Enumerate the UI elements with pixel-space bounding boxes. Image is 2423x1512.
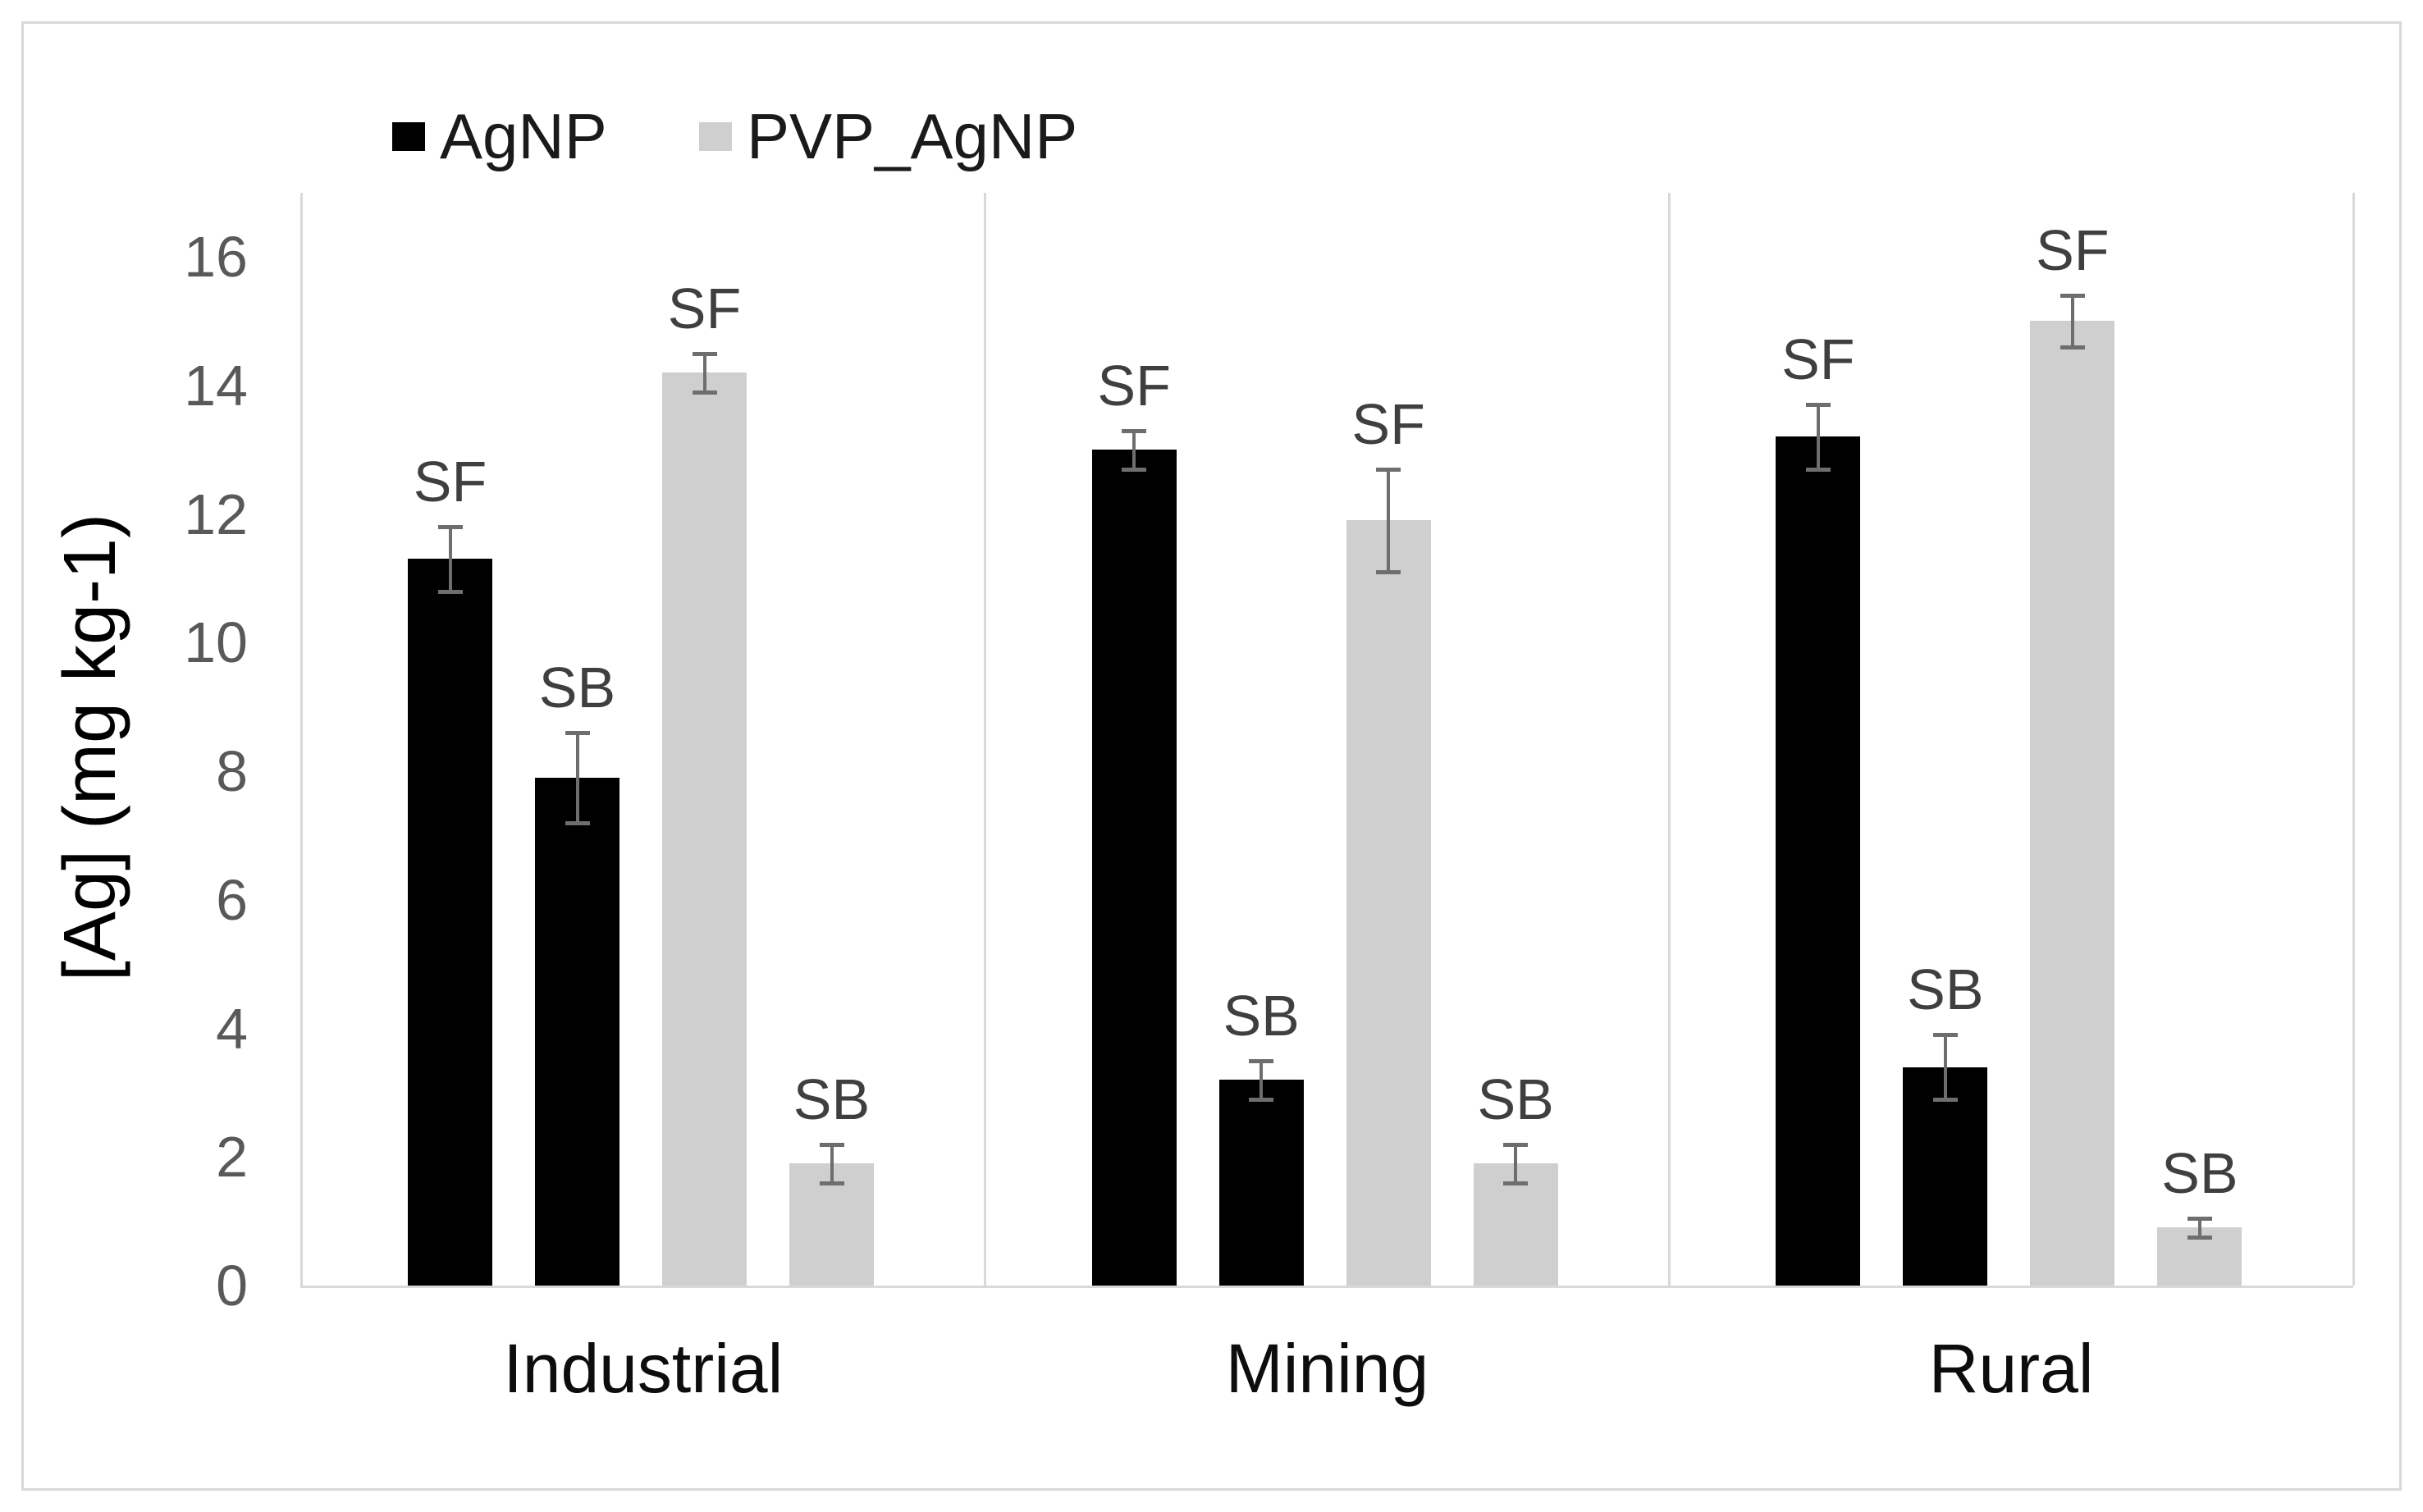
error-cap-top-rural-agnp-sf: [1805, 403, 1831, 408]
bar-sublabel-mining-agnp-sb: SB: [1223, 983, 1300, 1048]
bar-industrial-pvp-agnp-sf: [662, 372, 747, 1286]
error-cap-top-industrial-agnp-sf: [437, 525, 463, 530]
legend-item-agnp: AgNP: [392, 97, 607, 176]
error-cap-bottom-mining-agnp-sb: [1249, 1097, 1274, 1102]
figure-border: [21, 21, 2402, 1491]
y-tick-label-12: 12: [184, 482, 248, 546]
y-tick-label-16: 16: [184, 225, 248, 289]
bar-sublabel-rural-pvp-agnp-sb: SB: [2161, 1140, 2238, 1205]
category-label-rural: Rural: [1928, 1330, 2094, 1407]
error-cap-top-industrial-pvp-agnp-sf: [692, 351, 717, 356]
bar-mining-agnp-sb: [1218, 1080, 1304, 1286]
bar-sublabel-rural-agnp-sb: SB: [1907, 957, 1984, 1022]
error-cap-bottom-rural-agnp-sb: [1932, 1097, 1958, 1102]
error-cap-top-industrial-pvp-agnp-sb: [819, 1142, 844, 1147]
error-cap-bottom-industrial-pvp-agnp-sb: [819, 1181, 844, 1185]
error-cap-top-mining-pvp-agnp-sf: [1376, 467, 1401, 472]
legend-item-pvp-agnp: PVP_AgNP: [699, 97, 1077, 176]
bar-sublabel-industrial-agnp-sb: SB: [538, 655, 616, 719]
error-cap-top-rural-pvp-agnp-sb: [2187, 1216, 2212, 1221]
error-bar-mining-agnp-sb: [1260, 1060, 1264, 1099]
legend-swatch-agnp: [392, 121, 425, 151]
bar-sublabel-mining-pvp-agnp-sf: SF: [1351, 391, 1425, 456]
bar-industrial-agnp-sf: [408, 559, 492, 1286]
y-axis-line: [299, 193, 303, 1288]
x-axis-line: [301, 1286, 2353, 1288]
error-cap-bottom-rural-agnp-sf: [1805, 467, 1831, 472]
error-cap-top-industrial-agnp-sb: [565, 730, 590, 735]
error-cap-bottom-mining-agnp-sf: [1122, 467, 1147, 472]
category-label-mining: Mining: [1225, 1330, 1429, 1407]
bar-sublabel-industrial-pvp-agnp-sb: SB: [793, 1067, 871, 1131]
error-bar-mining-pvp-agnp-sf: [1387, 468, 1391, 573]
error-cap-top-mining-pvp-agnp-sb: [1503, 1142, 1529, 1147]
error-bar-rural-agnp-sb: [1943, 1035, 1947, 1099]
error-cap-bottom-rural-pvp-agnp-sf: [2060, 345, 2085, 349]
error-bar-mining-agnp-sf: [1132, 430, 1136, 469]
panel-separator-2: [1667, 193, 1671, 1286]
bar-industrial-agnp-sb: [535, 777, 619, 1286]
panel-separator-1: [984, 193, 987, 1286]
bar-sublabel-industrial-pvp-agnp-sf: SF: [667, 276, 742, 340]
error-bar-industrial-pvp-agnp-sf: [702, 353, 706, 392]
error-cap-bottom-industrial-agnp-sb: [565, 820, 590, 825]
error-bar-rural-agnp-sf: [1816, 404, 1820, 469]
error-bar-industrial-agnp-sf: [448, 527, 452, 592]
bar-mining-pvp-agnp-sf: [1346, 520, 1431, 1286]
bar-sublabel-mining-agnp-sf: SF: [1097, 353, 1171, 418]
error-cap-bottom-mining-pvp-agnp-sb: [1503, 1181, 1529, 1185]
error-cap-top-rural-agnp-sb: [1932, 1033, 1958, 1038]
legend-swatch-pvp-agnp: [699, 121, 732, 151]
bar-sublabel-rural-pvp-agnp-sf: SF: [2036, 218, 2110, 283]
error-cap-bottom-industrial-pvp-agnp-sf: [692, 390, 717, 395]
bar-rural-agnp-sf: [1776, 436, 1861, 1286]
panel-separator-3: [2352, 193, 2355, 1286]
y-tick-label-14: 14: [184, 353, 248, 418]
error-cap-top-mining-agnp-sf: [1122, 428, 1147, 433]
y-tick-label-2: 2: [216, 1125, 248, 1190]
bar-rural-pvp-agnp-sf: [2030, 321, 2115, 1286]
bar-sublabel-rural-agnp-sf: SF: [1781, 327, 1855, 392]
y-tick-label-10: 10: [184, 610, 248, 675]
error-bar-rural-pvp-agnp-sb: [2197, 1217, 2201, 1238]
error-cap-top-mining-agnp-sb: [1249, 1058, 1274, 1063]
error-bar-industrial-pvp-agnp-sb: [830, 1144, 834, 1183]
error-bar-rural-pvp-agnp-sf: [2070, 295, 2074, 347]
error-bar-mining-pvp-agnp-sb: [1514, 1144, 1518, 1183]
error-cap-top-rural-pvp-agnp-sf: [2060, 294, 2085, 299]
y-tick-label-4: 4: [216, 996, 248, 1061]
y-tick-label-8: 8: [216, 739, 248, 803]
bar-sublabel-industrial-agnp-sf: SF: [413, 450, 487, 514]
bar-sublabel-mining-pvp-agnp-sb: SB: [1477, 1067, 1554, 1131]
error-cap-bottom-rural-pvp-agnp-sb: [2187, 1236, 2212, 1240]
legend-label-pvp-agnp: PVP_AgNP: [747, 100, 1078, 172]
bar-rural-agnp-sb: [1903, 1067, 1988, 1286]
error-cap-bottom-industrial-agnp-sf: [437, 589, 463, 594]
error-bar-industrial-agnp-sb: [575, 732, 579, 823]
y-tick-label-6: 6: [216, 867, 248, 932]
error-cap-bottom-mining-pvp-agnp-sf: [1376, 570, 1401, 575]
legend-label-agnp: AgNP: [440, 100, 607, 172]
bar-mining-agnp-sf: [1091, 450, 1177, 1286]
category-label-industrial: Industrial: [503, 1330, 784, 1407]
y-tick-label-0: 0: [216, 1254, 248, 1318]
